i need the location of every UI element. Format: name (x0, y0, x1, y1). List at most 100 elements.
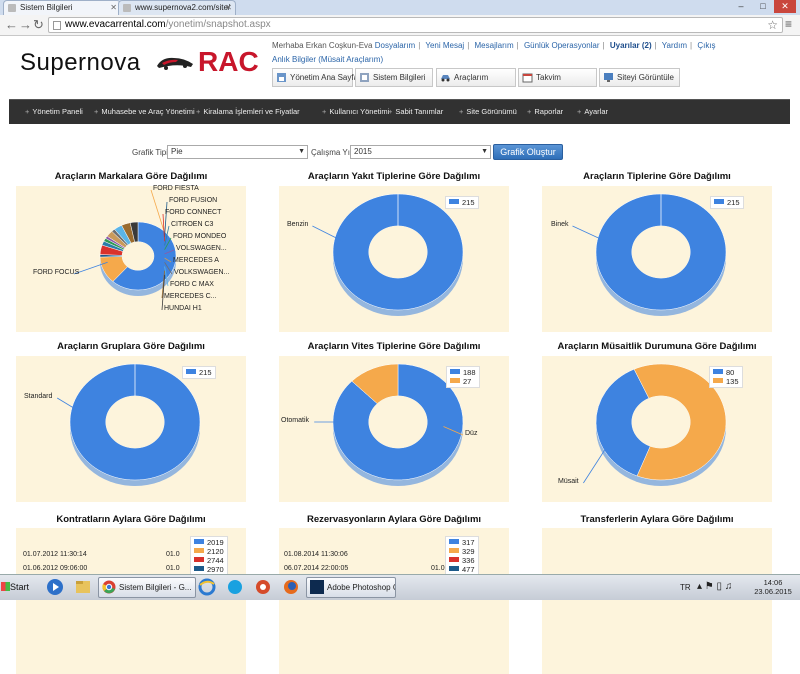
legend-entry: 477 (449, 565, 475, 574)
quick-btn-calendar[interactable]: Takvim (518, 68, 597, 87)
leader-line (161, 270, 165, 299)
chrome-icon (102, 580, 116, 594)
firefox-icon[interactable] (282, 578, 300, 596)
maximize-icon[interactable]: □ (760, 1, 766, 11)
system-info-icon (360, 73, 369, 82)
legend-value: 317 (462, 538, 475, 547)
quick-btn-label: Siteyi Görüntüle (617, 73, 674, 82)
chart-svg (312, 193, 464, 316)
link-messages[interactable]: Mesajlarım (474, 41, 514, 50)
year-select[interactable]: 2015 ▼ (350, 145, 491, 159)
tray-icons[interactable]: ▴ ⚑ ▯ ♫ (697, 581, 733, 592)
legend-swatch (450, 369, 460, 374)
donut-hole (105, 395, 165, 449)
pie-slice[interactable] (332, 363, 464, 481)
legend-value: 477 (462, 565, 475, 574)
reload-icon[interactable]: ↻ (33, 17, 44, 32)
back-arrow-icon[interactable]: ← (5, 17, 18, 32)
quick-btn-view-site[interactable]: Siteyi Görüntüle (599, 68, 680, 87)
task-chrome-sistem-bilgileri[interactable]: Sistem Bilgileri - G... (98, 577, 196, 598)
legend-value: 2744 (207, 556, 224, 565)
language-indicator[interactable]: TR (680, 583, 691, 592)
legend-swatch (449, 566, 459, 571)
url-input[interactable]: www.evacarrental.com/yonetim/snapshot.as… (48, 17, 783, 33)
legend-value: 215 (727, 198, 740, 207)
link-daily-operations[interactable]: Günlük Operasyonlar (523, 41, 600, 50)
legend-value: 188 (463, 368, 476, 377)
link-files[interactable]: Dosyalarım (374, 41, 416, 50)
chart-title: Araçların Müsaitlik Durumuna Göre Dağılı… (557, 341, 757, 352)
leader-line (164, 225, 170, 246)
chart-panel: 01.08.2014 11:30:06 06.07.2014 22:00:05 01… (279, 528, 509, 674)
start-button[interactable]: Start (0, 576, 38, 599)
legend-entry: 215 (714, 198, 740, 207)
chart-panel: Standard 215 (16, 356, 246, 502)
app-icon[interactable] (254, 578, 272, 596)
chart-legend: 215 (445, 196, 479, 209)
menu-site-appearance[interactable]: + Site Görünümü (459, 107, 517, 116)
legend-swatch (450, 378, 460, 383)
legend-swatch (713, 369, 723, 374)
slice-label: FORD FOCUS (33, 269, 80, 276)
site-logo[interactable]: Supernova RAC (20, 46, 259, 80)
skype-icon[interactable] (226, 578, 244, 596)
window-close-icon[interactable]: ✕ (774, 0, 796, 13)
quick-btn-label: Takvim (536, 73, 561, 82)
leader-line (583, 443, 610, 484)
menu-user-management[interactable]: + Kullanıcı Yönetimi (322, 107, 390, 116)
media-player-icon[interactable] (46, 578, 64, 596)
forward-arrow-icon[interactable]: → (19, 17, 32, 32)
legend-entry: 2120 (194, 547, 224, 556)
quick-btn-admin-home[interactable]: Yönetim Ana Sayfa (272, 68, 358, 87)
chart-filter-row: Grafik Tipi: Pie ▼ Çalışma Yılı: 2015 ▼ (0, 144, 800, 162)
task-photoshop[interactable]: Adobe Photoshop CS... (306, 577, 396, 598)
link-availability[interactable]: Anlık Bilgiler (Müsait Araçlarım) (272, 55, 384, 64)
legend-entry: 188 (450, 368, 476, 377)
chart-panel: FORD FOCUS FORD FIESTA FORD FUSION FORD CON… (16, 185, 246, 332)
chart-svg (572, 193, 727, 316)
menu-rentals-prices[interactable]: + Kiralama İşlemleri ve Fiyatlar (196, 107, 300, 116)
slice-label: CITROEN C3 (171, 221, 214, 228)
legend-swatch (449, 548, 459, 553)
user-links: Merhaba Erkan Coşkun-Eva Dosyalarım | Yen… (272, 41, 716, 50)
windows-logo-icon (1, 582, 10, 591)
ie-icon[interactable] (198, 578, 216, 596)
system-clock[interactable]: 14:06 23.06.2015 (754, 578, 792, 596)
tab-title: www.supernova2.com/site/ (135, 3, 231, 12)
tab-close-icon[interactable]: ✕ (110, 3, 117, 12)
legend-entry: 80 (713, 368, 739, 377)
legend-value: 336 (462, 556, 475, 565)
link-alerts[interactable]: Uyarılar (2) (609, 41, 652, 50)
menu-fixed-definitions[interactable]: + Sabit Tanımlar (388, 107, 444, 116)
tab-supernova2[interactable]: www.supernova2.com/site/ ✕ (118, 0, 236, 15)
slice-label: 01.0 (431, 565, 445, 572)
browser-menu-icon[interactable]: ≡ (785, 17, 793, 31)
link-help[interactable]: Yardım (661, 41, 687, 50)
link-new-message[interactable]: Yeni Mesaj (425, 41, 465, 50)
menu-accounting-fleet[interactable]: + Muhasebe ve Araç Yönetimi (94, 107, 195, 116)
leader-line (164, 266, 169, 287)
menu-reports[interactable]: + Raporlar (527, 107, 564, 116)
menu-admin-panel[interactable]: + Yönetim Paneli (25, 107, 83, 116)
donut-hole (631, 225, 691, 279)
legend-swatch (194, 566, 204, 571)
tab-close-icon[interactable]: ✕ (225, 3, 232, 12)
minimize-icon[interactable]: – (738, 1, 744, 11)
quick-btn-my-cars[interactable]: Araçlarım (436, 68, 516, 87)
legend-value: 80 (726, 368, 735, 377)
slice-label: Benzin (287, 221, 309, 228)
greeting: Merhaba Erkan Coşkun-Eva (272, 41, 373, 50)
bookmark-star-icon[interactable]: ☆ (767, 18, 778, 32)
legend-entry: 215 (186, 368, 212, 377)
tab-sistem-bilgileri[interactable]: Sistem Bilgileri ✕ (3, 0, 121, 15)
car-icon (441, 75, 450, 82)
favicon-icon (123, 4, 131, 12)
menu-settings[interactable]: + Ayarlar (577, 107, 609, 116)
chart-type-select[interactable]: Pie ▼ (167, 145, 308, 159)
tab-title: Sistem Bilgileri (20, 3, 73, 12)
link-logout[interactable]: Çıkış (697, 41, 716, 50)
generate-chart-button[interactable]: Grafik Oluştur (493, 144, 563, 160)
quick-btn-system-info[interactable]: Sistem Bilgileri (355, 68, 433, 87)
explorer-icon[interactable] (74, 578, 92, 596)
slice-label: MERCEDES C... (164, 293, 217, 300)
